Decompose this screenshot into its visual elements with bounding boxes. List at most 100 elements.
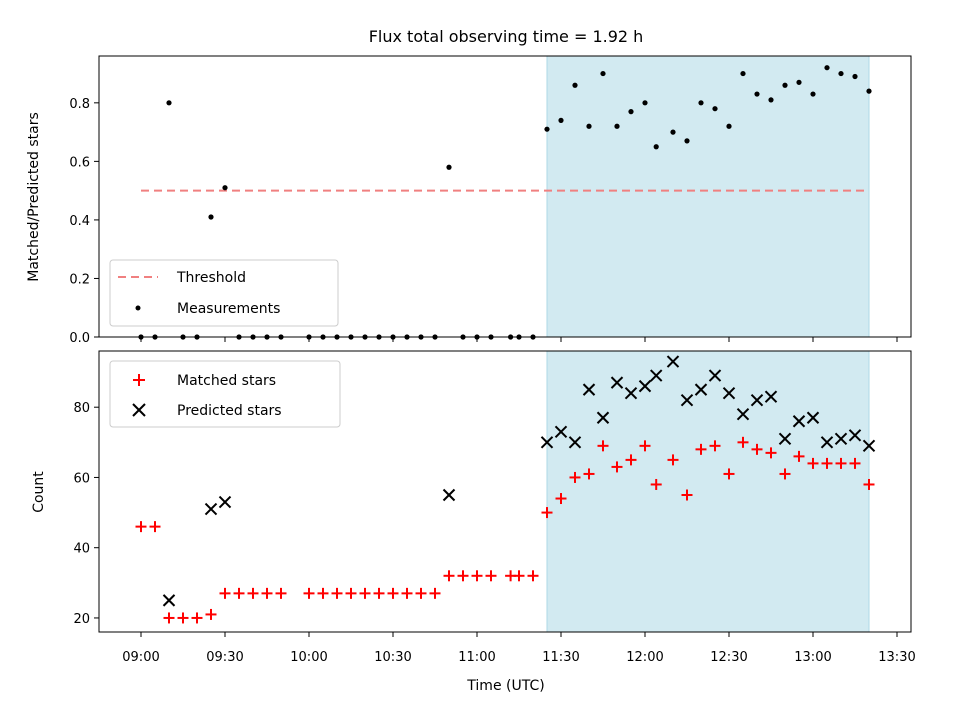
predicted-star-point — [596, 411, 610, 424]
matched-star-point — [457, 570, 469, 582]
measurement-point — [782, 82, 788, 88]
predicted-star-point — [624, 386, 638, 400]
top-y-axis: 0.0 0.2 0.4 0.6 0.8 — [69, 97, 99, 346]
predicted-star-point — [764, 390, 778, 403]
xtick-label: 09:00 — [122, 650, 159, 665]
matched-star-point — [317, 587, 329, 599]
measurement-point — [670, 129, 676, 135]
matched-star-point — [163, 612, 175, 624]
matched-star-point — [583, 468, 595, 480]
predicted-star-point — [540, 436, 554, 449]
chart-title: Flux total observing time = 1.92 h — [369, 27, 644, 46]
matched-star-point — [863, 478, 875, 490]
bottom-legend-box — [109, 360, 341, 428]
bottom-shaded-region — [546, 350, 870, 633]
xtick-label: 12:00 — [626, 650, 663, 665]
measurement-point — [740, 70, 746, 77]
matched-star-point — [835, 457, 847, 469]
predicted-star-point — [680, 393, 694, 407]
measurement-point — [446, 164, 452, 170]
bottom-y-axis-label: Count — [31, 471, 47, 513]
matched-star-point — [709, 440, 721, 452]
measurement-point — [586, 123, 592, 129]
predicted-legend-swatch — [132, 403, 146, 417]
measurement-point — [810, 91, 816, 97]
matched-star-point — [723, 468, 735, 480]
matched-star-point — [793, 450, 805, 462]
bottom-x-axis: 09:00 09:30 10:00 10:30 11:00 11:30 12:00 12:30… — [122, 632, 916, 665]
matched-star-point — [639, 440, 651, 452]
matched-star-point — [247, 587, 259, 599]
predicted-star-point — [750, 393, 764, 407]
measurement-point — [796, 79, 802, 85]
bottom-ytick-label: 80 — [73, 401, 90, 416]
matched-star-point — [303, 587, 315, 599]
top-ytick-label: 0.8 — [69, 97, 90, 112]
measurements-legend-swatch — [135, 305, 141, 311]
matched-legend-label: Matched stars — [177, 373, 276, 389]
matched-star-point — [597, 440, 609, 452]
top-ytick-label: 0.4 — [69, 214, 90, 229]
predicted-star-point — [554, 425, 568, 438]
measurement-point — [684, 138, 690, 144]
matched-legend-swatch — [133, 374, 145, 386]
measurement-point — [726, 123, 732, 129]
matched-star-point — [650, 478, 662, 490]
predicted-star-point — [582, 383, 596, 396]
xtick-label: 13:00 — [794, 650, 831, 665]
measurements-legend-label: Measurements — [177, 301, 280, 317]
matched-star-point — [849, 457, 861, 469]
predicted-star-point — [649, 369, 663, 382]
bottom-plot-frame — [98, 350, 912, 633]
matched-star-point — [541, 507, 553, 519]
matched-star-point — [373, 587, 385, 599]
xtick-label: 10:30 — [374, 650, 411, 665]
matched-star-point — [443, 570, 455, 582]
matched-star-point — [527, 570, 539, 582]
xtick-label: 10:00 — [290, 650, 327, 665]
matched-star-point — [219, 587, 231, 599]
measurement-point — [558, 117, 564, 123]
bottom-ytick-label: 60 — [73, 471, 90, 486]
top-legend: Threshold Measurements — [109, 259, 339, 327]
predicted-star-point — [610, 376, 624, 389]
measurement-point — [208, 214, 214, 220]
matched-star-point — [737, 436, 749, 448]
matched-star-point — [345, 587, 357, 599]
matched-star-point — [555, 493, 567, 505]
predicted-star-point — [666, 355, 680, 368]
matched-star-point — [485, 570, 497, 582]
top-ytick-label: 0.6 — [69, 155, 90, 170]
predicted-star-point — [694, 383, 708, 396]
xtick-label: 11:30 — [542, 650, 579, 665]
matched-star-point — [695, 443, 707, 455]
matched-star-point — [387, 587, 399, 599]
measurement-point — [866, 88, 872, 94]
matched-star-point — [177, 612, 189, 624]
predicted-star-point — [736, 408, 750, 421]
bottom-panel: 20 40 60 80 09:00 09:30 10:00 10:30 11:00 11:30 1… — [31, 350, 916, 694]
measurement-point — [544, 126, 550, 132]
predicted-star-point — [708, 369, 722, 382]
measurement-point — [824, 65, 830, 71]
matched-star-point — [149, 521, 161, 533]
measurement-point — [600, 70, 606, 77]
measurement-point — [614, 123, 620, 129]
xtick-label: 12:30 — [710, 650, 747, 665]
measurement-point — [222, 185, 228, 191]
xtick-label: 11:00 — [458, 650, 495, 665]
matched-star-point — [233, 587, 245, 599]
predicted-star-point — [848, 429, 862, 442]
bottom-legend: Matched stars Predicted stars — [109, 360, 341, 428]
predicted-star-point — [862, 439, 876, 453]
top-panel: 0.00.20.40.60.8 Matched/Predicted stars … — [26, 55, 912, 346]
measurement-point — [852, 73, 858, 80]
predicted-star-point — [638, 379, 652, 393]
measurement-point — [768, 97, 774, 103]
measurements-series — [138, 65, 872, 340]
matched-star-point — [359, 587, 371, 599]
predicted-star-point — [722, 386, 736, 400]
predicted-star-point — [218, 495, 232, 509]
matched-star-point — [261, 587, 273, 599]
